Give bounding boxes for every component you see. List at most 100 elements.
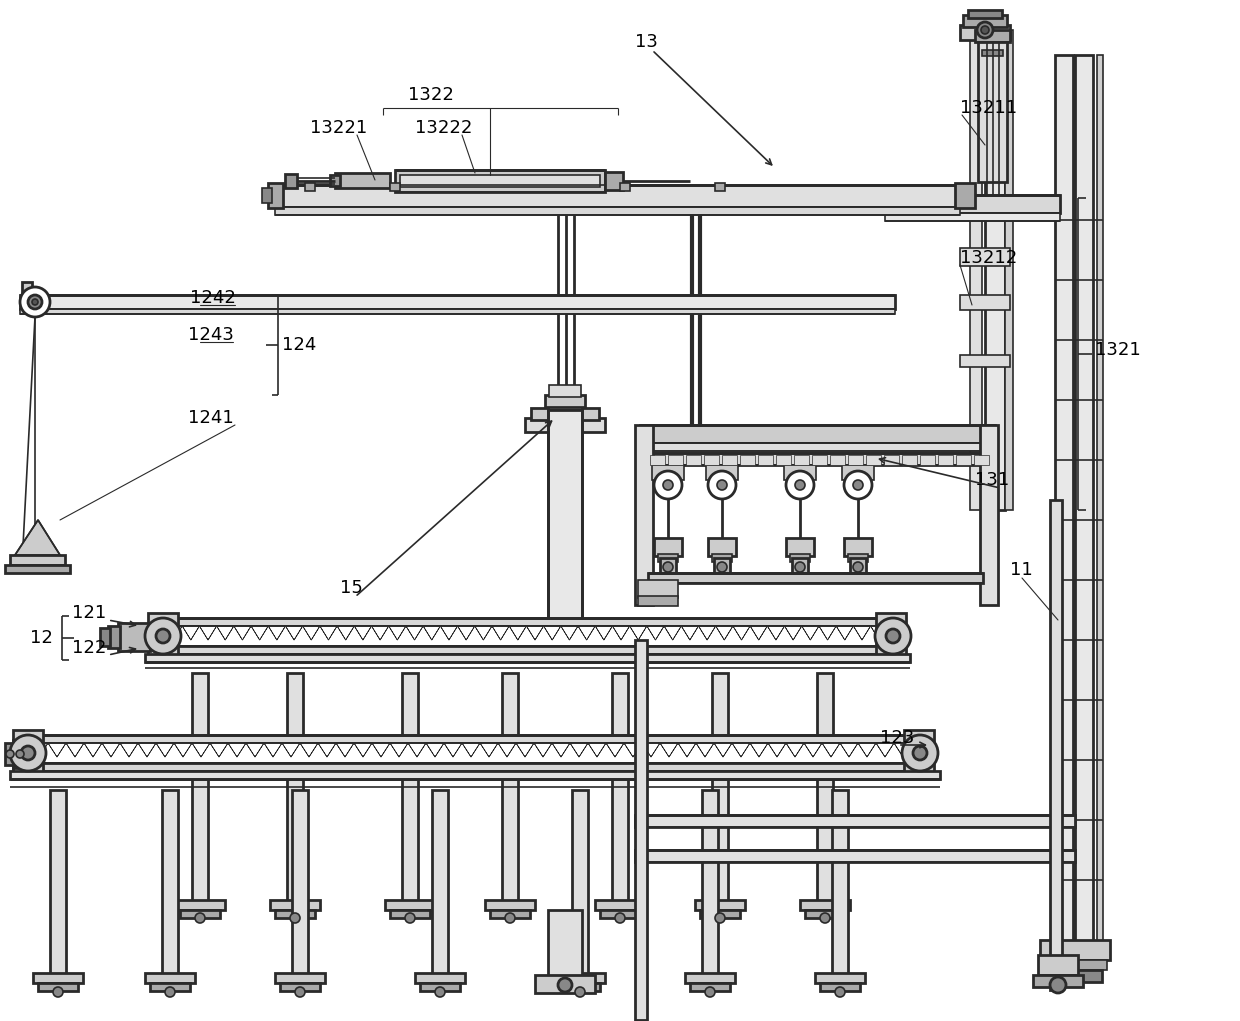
Bar — [5, 743, 15, 765]
Polygon shape — [732, 743, 750, 757]
Bar — [280, 983, 320, 991]
Circle shape — [6, 750, 14, 758]
Bar — [100, 628, 110, 646]
Polygon shape — [660, 743, 678, 757]
Bar — [150, 983, 190, 991]
Bar — [790, 554, 810, 562]
Bar — [640, 443, 994, 451]
Bar — [848, 455, 863, 465]
Bar — [402, 673, 418, 903]
Bar — [560, 983, 600, 991]
Bar — [1043, 960, 1107, 970]
Circle shape — [145, 618, 181, 654]
Polygon shape — [560, 626, 578, 640]
Circle shape — [615, 913, 625, 923]
Bar — [270, 900, 320, 910]
Circle shape — [165, 987, 175, 996]
Bar — [701, 910, 740, 918]
Bar — [776, 455, 791, 465]
Bar — [432, 790, 448, 975]
Circle shape — [706, 987, 715, 996]
Text: 1243: 1243 — [188, 326, 234, 344]
Polygon shape — [210, 743, 228, 757]
Polygon shape — [552, 743, 570, 757]
Polygon shape — [120, 743, 138, 757]
Bar — [30, 735, 930, 743]
Bar — [708, 538, 737, 556]
Bar — [396, 171, 605, 192]
Bar — [20, 309, 895, 314]
Polygon shape — [853, 626, 870, 640]
Bar — [600, 910, 640, 918]
Circle shape — [835, 987, 844, 996]
Bar — [758, 455, 773, 465]
Bar — [175, 900, 224, 910]
Bar — [490, 910, 529, 918]
Bar — [5, 565, 69, 573]
Bar — [391, 910, 430, 918]
Bar — [635, 815, 1075, 827]
Polygon shape — [510, 626, 527, 640]
Circle shape — [853, 480, 863, 490]
Text: 12: 12 — [30, 629, 53, 647]
Text: 1321: 1321 — [1095, 341, 1141, 359]
Circle shape — [875, 618, 911, 654]
Circle shape — [558, 978, 572, 992]
Bar — [904, 730, 934, 776]
Polygon shape — [372, 743, 391, 757]
Bar — [956, 455, 971, 465]
Circle shape — [708, 471, 737, 499]
Bar — [689, 983, 730, 991]
Bar — [649, 573, 983, 583]
Text: 13211: 13211 — [960, 99, 1017, 117]
Bar — [531, 408, 599, 420]
Text: 121: 121 — [72, 604, 107, 622]
Polygon shape — [836, 626, 853, 640]
Bar — [975, 30, 1011, 42]
Bar — [1055, 55, 1073, 955]
Bar — [50, 790, 66, 975]
Polygon shape — [516, 743, 534, 757]
Bar — [12, 730, 43, 776]
Text: 11: 11 — [1011, 561, 1033, 579]
Bar — [885, 195, 1060, 213]
Polygon shape — [138, 743, 156, 757]
Circle shape — [887, 629, 900, 643]
Bar — [285, 174, 298, 188]
Bar — [970, 30, 982, 510]
Polygon shape — [624, 743, 642, 757]
Text: 13212: 13212 — [960, 249, 1017, 268]
Bar — [650, 455, 665, 465]
Circle shape — [717, 562, 727, 572]
Polygon shape — [543, 626, 560, 640]
Circle shape — [853, 562, 863, 572]
Bar — [937, 455, 954, 465]
Bar — [684, 973, 735, 983]
Bar — [1048, 970, 1102, 982]
Bar — [978, 42, 1007, 182]
Bar — [960, 248, 1011, 266]
Bar — [702, 790, 718, 975]
Polygon shape — [733, 626, 750, 640]
Polygon shape — [888, 626, 905, 640]
Polygon shape — [870, 626, 888, 640]
Bar — [982, 50, 1003, 56]
Bar — [715, 183, 725, 191]
Bar — [842, 465, 874, 480]
Circle shape — [717, 480, 727, 490]
Bar — [118, 623, 150, 651]
Polygon shape — [200, 626, 217, 640]
Bar — [145, 973, 195, 983]
Circle shape — [29, 295, 42, 309]
Polygon shape — [427, 743, 444, 757]
Circle shape — [653, 471, 682, 499]
Circle shape — [913, 746, 928, 760]
Circle shape — [901, 735, 937, 771]
Bar — [1040, 940, 1110, 960]
Bar — [275, 910, 315, 918]
Polygon shape — [84, 743, 102, 757]
Bar — [22, 282, 32, 296]
Polygon shape — [570, 743, 588, 757]
Polygon shape — [423, 626, 440, 640]
Bar — [275, 207, 960, 215]
